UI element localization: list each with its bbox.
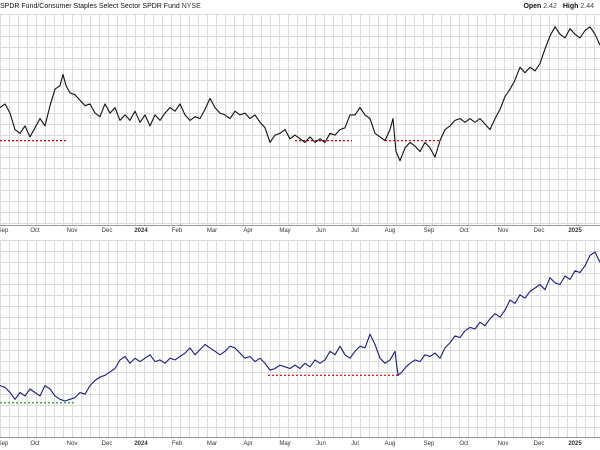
x-tick-label: 2025	[568, 441, 582, 447]
x-tick-label: Sep	[424, 441, 435, 447]
ohlc-readout: Open 2.42 High 2.44	[523, 3, 598, 10]
high-value: 2.44	[580, 3, 594, 10]
x-tick-label: Nov	[67, 441, 78, 447]
x-tick-label: Dec	[102, 228, 113, 234]
price-series-line	[0, 26, 600, 162]
x-tick-label: Oct	[459, 441, 469, 447]
exchange-label: NYSE	[181, 3, 201, 10]
x-tick-label: May	[279, 441, 290, 447]
x-tick-label: Nov	[498, 228, 509, 234]
top-price-panel: Sep Oct Nov Dec 2024 Feb Mar Apr May Jun Jul Aug Sep…	[0, 14, 600, 234]
x-tick-label: Jun	[316, 441, 326, 447]
x-tick-label: Nov	[498, 441, 509, 447]
bottom-ratio-panel: Sep Oct Nov Dec 2024 Feb Mar Apr May Jun Jul Aug Sep…	[0, 240, 600, 447]
x-tick-label: May	[279, 228, 290, 234]
x-tick-label: Sep	[424, 228, 435, 234]
x-tick-label: Feb	[172, 228, 183, 234]
open-label: Open	[523, 3, 542, 10]
x-tick-label: Oct	[30, 441, 40, 447]
high-label: High	[562, 3, 579, 10]
x-tick-label: Aug	[385, 228, 396, 234]
x-tick-label: 2024	[134, 228, 148, 234]
x-tick-label: Nov	[67, 228, 78, 234]
chart-title: SPDR Fund/Consumer Staples Select Sector…	[0, 3, 201, 10]
x-tick-label: Mar	[207, 228, 217, 234]
price-series-line	[0, 251, 600, 402]
x-tick-label: Apr	[243, 228, 252, 234]
open-value: 2.42	[543, 3, 557, 10]
x-tick-label: Jun	[316, 228, 326, 234]
x-tick-label: Sep	[0, 441, 9, 447]
x-tick-label: Dec	[534, 441, 545, 447]
x-tick-label: 2024	[134, 441, 148, 447]
x-tick-label: Feb	[172, 441, 183, 447]
x-tick-label: Dec	[102, 441, 113, 447]
x-tick-label: Oct	[30, 228, 40, 234]
x-tick-label: Oct	[459, 228, 469, 234]
x-tick-label: Dec	[534, 228, 545, 234]
x-tick-label: Sep	[0, 228, 9, 234]
x-tick-label: Mar	[207, 441, 217, 447]
x-tick-label: Aug	[385, 441, 396, 447]
x-tick-label: 2025	[568, 228, 582, 234]
x-tick-label: Jul	[351, 228, 359, 234]
fund-name: SPDR Fund/Consumer Staples Select Sector…	[0, 3, 180, 10]
x-tick-label: Jul	[351, 441, 359, 447]
x-tick-label: Apr	[243, 441, 252, 447]
